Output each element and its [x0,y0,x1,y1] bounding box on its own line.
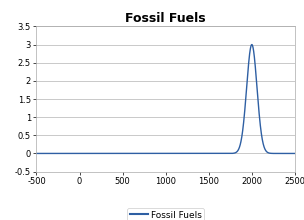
Legend: Fossil Fuels: Fossil Fuels [127,208,204,220]
Title: Fossil Fuels: Fossil Fuels [125,12,206,25]
